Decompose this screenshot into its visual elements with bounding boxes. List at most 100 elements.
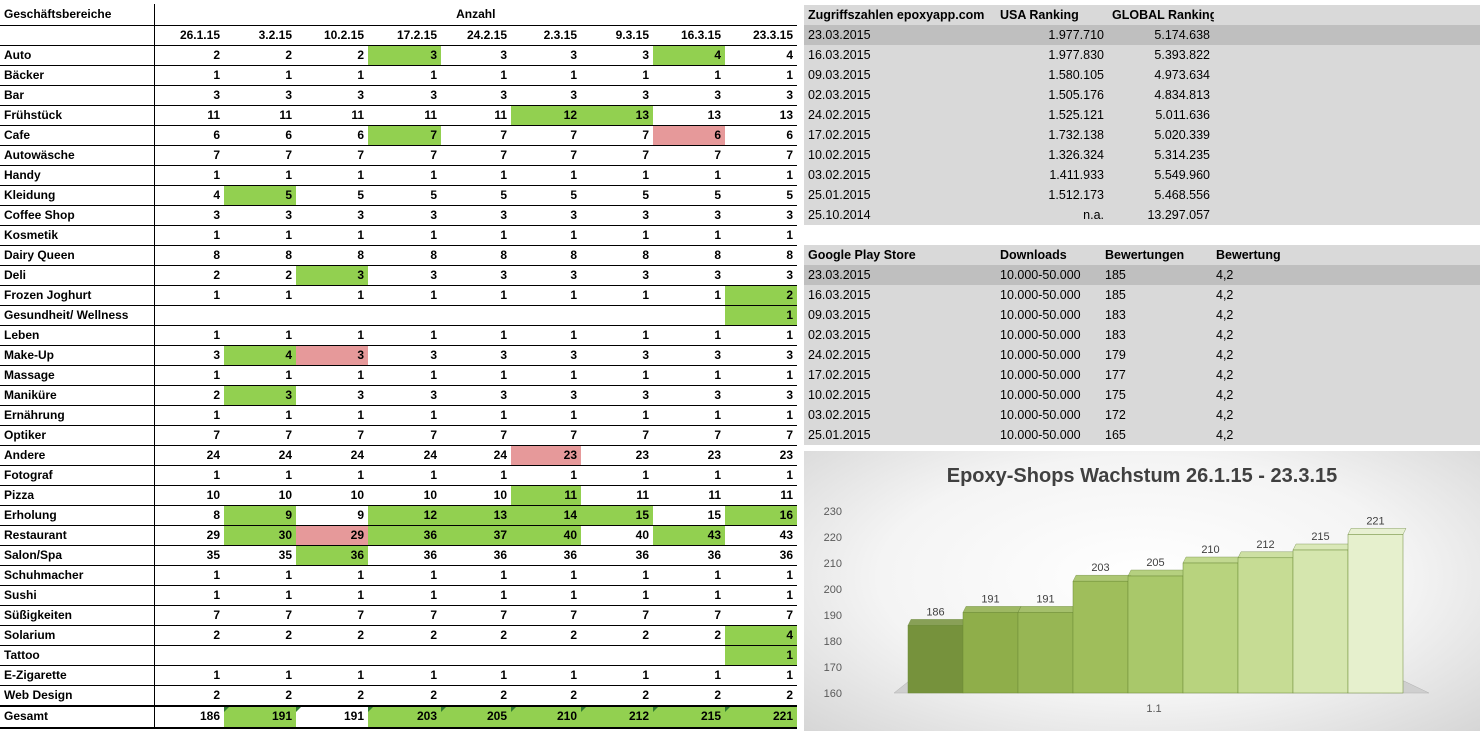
comment-marker <box>368 707 373 712</box>
count-cell: 2 <box>725 285 798 306</box>
play-cell: 10.000-50.000 <box>1000 428 1081 442</box>
count-cell: 5 <box>653 185 725 206</box>
table-row: Sushi 1 1 1 1 1 1 1 1 1 <box>0 585 798 606</box>
count-cell: 1 <box>653 585 725 606</box>
play-row: 23.03.2015 10.000-50.000 185 4,2 <box>804 265 1480 285</box>
zugriff-row: 03.02.2015 1.411.933 5.549.960 <box>804 165 1480 185</box>
bar <box>1017 606 1077 694</box>
count-cell: 7 <box>368 145 441 166</box>
count-cell: 7 <box>725 145 798 166</box>
play-cell: 185 <box>1101 265 1212 285</box>
table-row: Süßigkeiten 7 7 7 7 7 7 7 7 7 <box>0 605 798 626</box>
count-cell: 1 <box>653 165 725 186</box>
bar <box>907 619 967 694</box>
bar <box>962 606 1022 694</box>
count-cell: 7 <box>581 125 653 146</box>
play-row: 09.03.2015 10.000-50.000 183 4,2 <box>804 305 1480 325</box>
category-name: Pizza <box>0 485 155 506</box>
zugriff-cell: 5.468.556 <box>1154 188 1210 202</box>
count-cell: 1 <box>224 285 296 306</box>
count-cell: 1 <box>653 465 725 486</box>
count-cell: 6 <box>224 125 296 146</box>
count-cell <box>581 645 653 666</box>
count-cell: 8 <box>296 245 368 266</box>
count-cell: 1 <box>154 365 224 386</box>
count-cell: 3 <box>441 345 511 366</box>
table-row: Kleidung 4 5 5 5 5 5 5 5 5 <box>0 185 798 206</box>
count-cell: 3 <box>224 85 296 106</box>
zugriff-column-header: GLOBAL Ranking <box>1108 5 1214 25</box>
chart-title: Epoxy-Shops Wachstum 26.1.15 - 23.3.15 <box>946 465 1338 487</box>
zugriff-cell: 24.02.2015 <box>808 108 871 122</box>
shops-table: Geschäftsbereiche Anzahl 26.1.15 3.2.15 10.2… <box>0 4 798 729</box>
count-cell: 3 <box>725 205 798 226</box>
table-row: Bäcker 1 1 1 1 1 1 1 1 1 <box>0 65 798 86</box>
count-cell: 7 <box>725 425 798 446</box>
zugriff-cell: 1.411.933 <box>1049 168 1104 182</box>
count-cell: 1 <box>581 285 653 306</box>
count-cell: 3 <box>368 385 441 406</box>
count-cell: 1 <box>368 65 441 86</box>
count-cell: 43 <box>653 525 725 546</box>
count-cell: 3 <box>441 205 511 226</box>
count-cell: 1 <box>725 65 798 86</box>
count-cell: 5 <box>296 185 368 206</box>
count-cell: 7 <box>154 425 224 446</box>
count-cell: 2 <box>224 265 296 286</box>
count-cell: 1 <box>653 225 725 246</box>
count-cell: 1 <box>368 585 441 606</box>
table-row: E-Zigarette 1 1 1 1 1 1 1 1 1 <box>0 665 798 686</box>
count-cell: 1 <box>224 365 296 386</box>
play-cell: 03.02.2015 <box>808 408 871 422</box>
zugriff-column-header: Zugriffszahlen epoxyapp.com <box>804 5 996 25</box>
count-cell: 7 <box>296 605 368 626</box>
zugriff-cell: 1.732.138 <box>1048 128 1104 142</box>
zugriff-cell: 23.03.2015 <box>804 25 996 45</box>
count-cell: 23 <box>511 445 581 466</box>
category-name: Leben <box>0 325 155 346</box>
growth-chart: Epoxy-Shops Wachstum 26.1.15 - 23.3.15 1… <box>804 451 1480 731</box>
count-cell: 7 <box>154 605 224 626</box>
zugriff-header-row: Zugriffszahlen epoxyapp.com USA Ranking GL… <box>804 5 1480 25</box>
count-cell: 30 <box>224 525 296 546</box>
chart-plot: 160 170 180 190 200 210 220 230 186 191 191 203 205 2… <box>824 506 1430 715</box>
bar-top <box>962 606 1022 613</box>
table-row: Frühstück 11 11 11 11 11 12 13 13 13 <box>0 105 798 126</box>
count-cell: 1 <box>511 165 581 186</box>
total-cell: 186 <box>154 704 224 729</box>
count-cell: 1 <box>653 665 725 686</box>
bar-front <box>1182 562 1239 694</box>
count-cell: 13 <box>653 105 725 126</box>
play-cell: 4,2 <box>1216 388 1234 402</box>
count-cell: 10 <box>441 485 511 506</box>
play-cell: 4,2 <box>1216 428 1234 442</box>
bar <box>1072 574 1132 694</box>
play-cell: 25.01.2015 <box>808 428 871 442</box>
count-cell <box>441 645 511 666</box>
data-label: 215 <box>1311 531 1329 543</box>
count-cell: 1 <box>296 465 368 486</box>
count-cell: 24 <box>296 445 368 466</box>
count-cell: 1 <box>653 565 725 586</box>
count-cell: 1 <box>296 165 368 186</box>
count-cell: 7 <box>368 425 441 446</box>
count-cell: 1 <box>296 285 368 306</box>
count-cell: 2 <box>224 45 296 66</box>
count-cell: 1 <box>224 225 296 246</box>
zugriff-cell: 4.973.634 <box>1154 68 1210 82</box>
play-cell: 175 <box>1105 388 1126 402</box>
bar-top <box>1237 551 1297 559</box>
count-cell: 8 <box>511 245 581 266</box>
count-cell: 4 <box>725 625 798 646</box>
count-cell: 1 <box>511 465 581 486</box>
zugriff-spacer <box>1214 25 1480 45</box>
count-cell: 1 <box>224 465 296 486</box>
y-tick-label: 190 <box>824 610 842 622</box>
count-cell: 2 <box>296 625 368 646</box>
count-cell: 40 <box>581 525 653 546</box>
count-cell: 11 <box>224 105 296 126</box>
play-row: 24.02.2015 10.000-50.000 179 4,2 <box>804 345 1480 365</box>
zugriff-row: 16.03.2015 1.977.830 5.393.822 <box>804 45 1480 65</box>
count-cell: 2 <box>296 685 368 706</box>
count-cell: 8 <box>581 245 653 266</box>
